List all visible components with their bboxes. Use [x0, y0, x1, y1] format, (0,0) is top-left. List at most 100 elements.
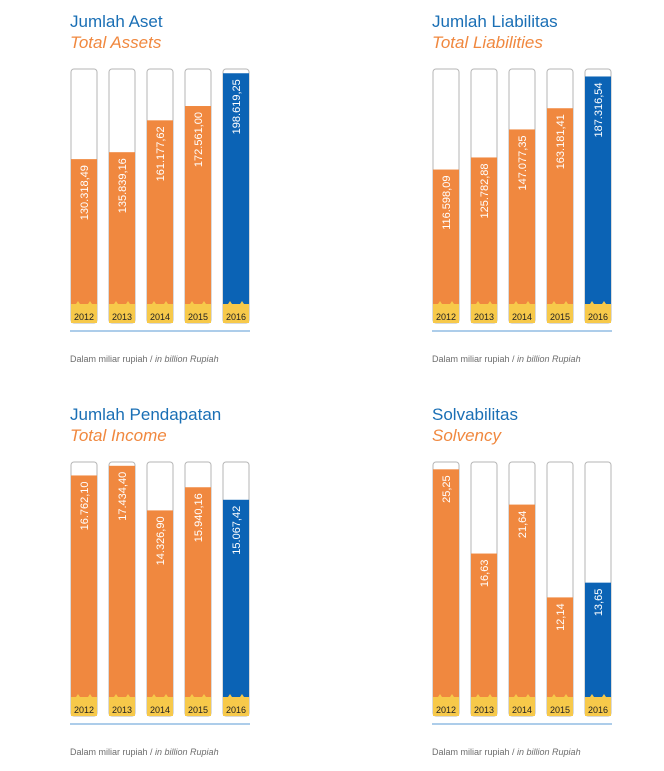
chart-subtitle: Total Income	[70, 426, 167, 445]
bar	[471, 553, 497, 716]
data-label: 16.762,10	[79, 481, 91, 530]
category-label: 2014	[512, 312, 532, 322]
data-label: 12,14	[555, 603, 567, 631]
bar	[185, 487, 211, 716]
data-label: 21,64	[517, 511, 529, 539]
bar-base-band	[71, 694, 97, 716]
bar-base-band	[471, 301, 497, 323]
category-label: 2015	[188, 312, 208, 322]
bar-base-band	[71, 301, 97, 323]
bar	[471, 157, 497, 323]
category-label: 2014	[512, 705, 532, 715]
data-label: 116.598,09	[441, 176, 453, 230]
unit-note: Dalam miliar rupiah / in billion Rupiah	[70, 354, 219, 364]
bar	[433, 469, 459, 716]
data-label: 14.326,90	[155, 516, 167, 565]
data-label: 16,63	[479, 560, 491, 588]
data-label: 147.077,35	[517, 135, 529, 190]
bar-base-band	[109, 694, 135, 716]
panel-total-liabilities: Jumlah Liabilitas Total Liabilities 2012…	[432, 12, 622, 364]
bar	[109, 152, 135, 323]
bar	[509, 129, 535, 323]
bar	[109, 465, 135, 716]
category-label: 2016	[226, 705, 246, 715]
data-label: 163.181,41	[555, 114, 567, 169]
bar-base-band	[547, 301, 573, 323]
chart-title: Jumlah Aset	[70, 12, 163, 31]
bar	[547, 108, 573, 323]
unit-note-prefix: Dalam miliar rupiah /	[70, 354, 156, 364]
bar-base-band	[109, 301, 135, 323]
bar-base-band	[223, 694, 249, 716]
bar	[223, 499, 249, 716]
bar	[223, 73, 249, 324]
chart-subtitle: Solvency	[432, 426, 501, 445]
unit-note-prefix: Dalam miliar rupiah /	[70, 747, 156, 757]
bar-chart: 2012 25,25 2013 16,63 2014 21,64 2015 12,14 2016…	[432, 461, 612, 725]
category-label: 2015	[550, 705, 570, 715]
unit-note-prefix: Dalam miliar rupiah /	[432, 354, 518, 364]
category-label: 2013	[112, 705, 132, 715]
panel-solvency: Solvabilitas Solvency 2012 25,25 2013 16,63…	[432, 405, 622, 757]
bar	[185, 106, 211, 323]
bar	[71, 159, 97, 323]
unit-note-italic: in billion Rupiah	[517, 354, 581, 364]
chart-subtitle: Total Assets	[70, 33, 162, 52]
bar	[147, 510, 173, 716]
unit-note: Dalam miliar rupiah / in billion Rupiah	[70, 747, 219, 757]
bar	[585, 582, 611, 716]
bar-base-band	[547, 694, 573, 716]
data-label: 17.434,40	[117, 472, 129, 521]
bar-base-band	[185, 301, 211, 323]
chart-title: Solvabilitas	[432, 405, 518, 424]
bar-base-band	[147, 694, 173, 716]
category-label: 2012	[436, 705, 456, 715]
data-label: 172.561,00	[193, 112, 205, 167]
data-label: 15.067,42	[231, 506, 243, 555]
bar-base-band	[147, 301, 173, 323]
data-label: 161.177,62	[155, 126, 167, 181]
bar	[147, 120, 173, 323]
bar	[547, 597, 573, 716]
category-label: 2016	[226, 312, 246, 322]
category-label: 2013	[112, 312, 132, 322]
category-label: 2012	[74, 705, 94, 715]
bar-base-band	[585, 694, 611, 716]
category-label: 2013	[474, 312, 494, 322]
unit-note-italic: in billion Rupiah	[155, 354, 219, 364]
chart-title: Jumlah Pendapatan	[70, 405, 222, 424]
bar-base-band	[223, 301, 249, 323]
category-label: 2016	[588, 312, 608, 322]
bar-base-band	[433, 301, 459, 323]
bar-chart: 2012 130.318,49 2013 135.839,16 2014 161.177,…	[70, 68, 250, 332]
chart-subtitle: Total Liabilities	[432, 33, 543, 52]
bar-base-band	[509, 694, 535, 716]
bar	[509, 504, 535, 716]
bar-chart: 2012 16.762,10 2013 17.434,40 2014 14.326,90 2…	[70, 461, 250, 725]
unit-note: Dalam miliar rupiah / in billion Rupiah	[432, 747, 581, 757]
bar-base-band	[433, 694, 459, 716]
data-label: 15.940,16	[193, 493, 205, 542]
category-label: 2014	[150, 312, 170, 322]
panel-total-income: Jumlah Pendapatan Total Income 2012 16.76…	[70, 405, 260, 757]
data-label: 13,65	[593, 589, 605, 617]
data-label: 130.318,49	[79, 165, 91, 220]
data-label: 25,25	[441, 475, 453, 503]
category-label: 2015	[550, 312, 570, 322]
bar	[585, 76, 611, 323]
unit-note-italic: in billion Rupiah	[155, 747, 219, 757]
category-label: 2015	[188, 705, 208, 715]
unit-note-italic: in billion Rupiah	[517, 747, 581, 757]
data-label: 125.782,88	[479, 163, 491, 218]
bar-base-band	[585, 301, 611, 323]
unit-note: Dalam miliar rupiah / in billion Rupiah	[432, 354, 581, 364]
unit-note-prefix: Dalam miliar rupiah /	[432, 747, 518, 757]
data-label: 187.316,54	[593, 82, 605, 137]
bar-base-band	[185, 694, 211, 716]
panel-total-assets: Jumlah Aset Total Assets 2012 130.318,49 2…	[70, 12, 260, 364]
bar-base-band	[471, 694, 497, 716]
bar-base-band	[509, 301, 535, 323]
category-label: 2012	[74, 312, 94, 322]
chart-title: Jumlah Liabilitas	[432, 12, 558, 31]
bar-chart: 2012 116.598,09 2013 125.782,88 2014 147.077,…	[432, 68, 612, 332]
